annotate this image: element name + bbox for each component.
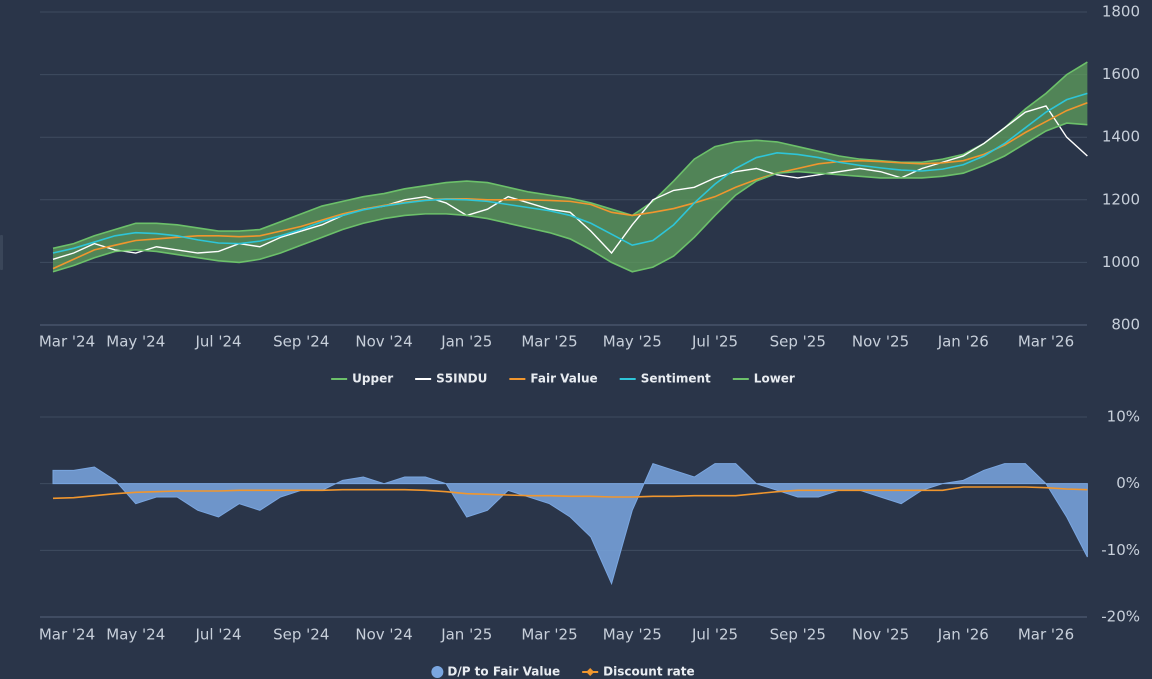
legend-item[interactable]: Upper	[331, 372, 393, 386]
legend-label: Lower	[754, 372, 795, 386]
legend-label: Discount rate	[603, 665, 694, 679]
legend-item[interactable]: Discount rate	[582, 665, 695, 679]
y-tick-label: 10%	[1107, 408, 1140, 426]
legend-label: Upper	[352, 372, 393, 386]
x-tick-label: Nov '24	[355, 333, 412, 351]
x-tick-label: Jan '25	[440, 333, 492, 351]
x-tick-label: Nov '25	[852, 333, 909, 351]
legend-item[interactable]: D/P to Fair Value	[431, 665, 560, 679]
x-tick-label: Jul '25	[691, 333, 738, 351]
area	[52, 463, 1088, 586]
y-tick-label: 0%	[1116, 474, 1140, 492]
x-tick-label: Mar '24	[39, 333, 95, 351]
y-tick-label: 1400	[1102, 128, 1140, 146]
band-area	[53, 62, 1088, 272]
y-tick-label: -10%	[1101, 541, 1140, 559]
y-tick-label: 800	[1111, 316, 1140, 334]
x-tick-label: Sep '24	[273, 333, 329, 351]
x-tick-label: Sep '24	[273, 626, 329, 644]
legend-item[interactable]: Lower	[732, 372, 795, 386]
legend-label: S5INDU	[436, 372, 487, 386]
line	[52, 92, 1088, 254]
legend-item[interactable]: Fair Value	[509, 372, 598, 386]
x-tick-label: Jan '26	[937, 333, 989, 351]
x-tick-label: Mar '25	[521, 626, 577, 644]
x-tick-label: Jan '26	[937, 626, 989, 644]
x-tick-label: May '25	[603, 626, 662, 644]
x-tick-label: Mar '26	[1018, 333, 1074, 351]
legend-item[interactable]: S5INDU	[415, 372, 487, 386]
x-tick-label: Jul '25	[691, 626, 738, 644]
line	[52, 486, 1088, 500]
x-tick-label: Jan '25	[440, 626, 492, 644]
x-tick-label: Mar '24	[39, 626, 95, 644]
x-tick-label: May '24	[106, 333, 165, 351]
x-tick-label: Nov '25	[852, 626, 909, 644]
y-tick-label: 1200	[1102, 190, 1140, 208]
line	[52, 122, 1088, 273]
legend: Upper S5INDU Fair Value Sentiment Lower	[331, 372, 795, 386]
x-tick-label: Jul '24	[194, 626, 241, 644]
legend-label: Sentiment	[641, 372, 711, 386]
x-tick-label: Nov '24	[355, 626, 412, 644]
x-tick-label: Mar '25	[521, 333, 577, 351]
x-tick-label: May '24	[106, 626, 165, 644]
x-tick-label: May '25	[603, 333, 662, 351]
legend-label: Fair Value	[530, 372, 597, 386]
line	[52, 102, 1088, 270]
legend-symbol	[431, 666, 444, 678]
y-tick-label: 1000	[1102, 253, 1140, 271]
line	[52, 105, 1088, 260]
x-tick-label: Mar '26	[1018, 626, 1074, 644]
x-tick-label: Sep '25	[770, 626, 826, 644]
legend-marker	[586, 668, 595, 676]
y-tick-label: -20%	[1101, 608, 1140, 626]
y-tick-label: 1800	[1102, 3, 1140, 21]
legend-item[interactable]: Sentiment	[619, 372, 711, 386]
x-tick-label: Jul '24	[194, 333, 241, 351]
side-tab	[0, 235, 3, 270]
legend: D/P to Fair Value Discount rate	[431, 665, 695, 679]
line	[52, 61, 1088, 250]
y-tick-label: 1600	[1102, 65, 1140, 83]
x-tick-label: Sep '25	[770, 333, 826, 351]
legend-label: D/P to Fair Value	[447, 665, 560, 679]
